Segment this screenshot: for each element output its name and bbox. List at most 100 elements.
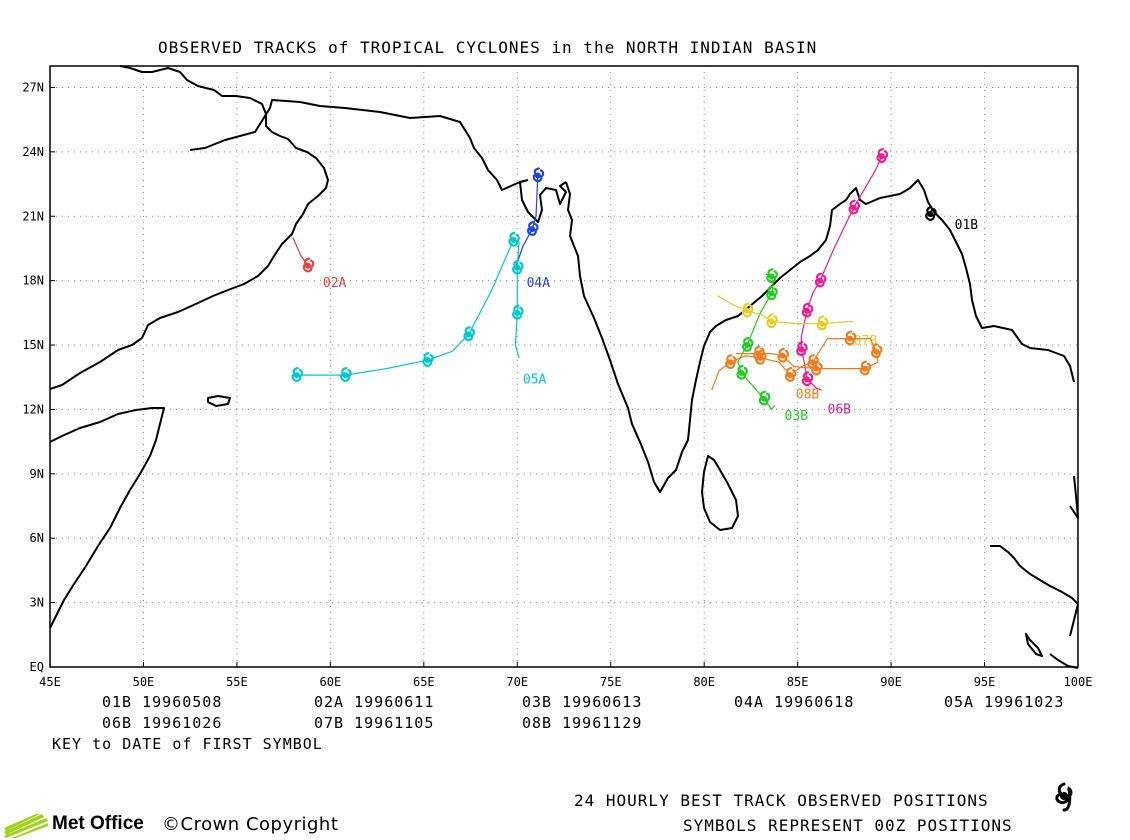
cyclone-position-icon [811, 360, 823, 376]
x-tick-label: 60E [320, 675, 342, 689]
storm-label: 08B [796, 388, 820, 403]
cyclone-position-icon [758, 390, 771, 406]
storm-label: 04A [527, 276, 551, 291]
storm-label: 02A [323, 276, 347, 291]
y-tick-label: 6N [30, 531, 44, 545]
map-title: OBSERVED TRACKS of TROPICAL CYCLONES in … [158, 38, 818, 57]
cyclone-position-icon [422, 351, 434, 367]
cyclone-position-icon [848, 199, 861, 215]
x-tick-label: 70E [506, 675, 528, 689]
y-tick-label: 3N [30, 596, 44, 610]
x-tick-label: 80E [693, 675, 715, 689]
coastline-arabia [49, 65, 329, 390]
coastline-persia [189, 99, 529, 191]
cyclone-position-icon [340, 366, 352, 382]
key-entry: 06B 19961026 [102, 714, 223, 732]
cyclone-position-icon [766, 268, 778, 284]
met-office-logo: Met Office [2, 812, 152, 840]
track-line [296, 239, 520, 376]
key-entry: 01B 19960508 [102, 693, 223, 711]
cyclone-position-icon [291, 366, 304, 382]
cyclone-position-icon [741, 336, 754, 352]
y-tick-label: 18N [22, 274, 44, 288]
track-line [717, 295, 854, 325]
key-entry: 02A 19960611 [314, 693, 435, 711]
x-tick-label: 50E [133, 675, 155, 689]
cyclone-position-icon [512, 304, 524, 320]
cyclone-position-icon [753, 345, 765, 361]
storm-label: 03B [785, 409, 809, 424]
y-tick-label: 24N [22, 145, 44, 159]
cyclone-position-icon [527, 221, 539, 236]
storm-label: 05A [523, 373, 547, 388]
storm-track-05A: 05A [291, 231, 547, 388]
cyclone-position-icon [736, 364, 748, 380]
key-caption: KEY to DATE of FIRST SYMBOL [52, 735, 323, 753]
coastline-sumatra-south [1049, 653, 1079, 669]
y-tick-label: 27N [22, 80, 44, 94]
key-entry: 08B 19961129 [522, 714, 643, 732]
storm-label: 01B [955, 218, 979, 233]
x-tick-label: 45E [39, 675, 61, 689]
key-entry: 05A 19961023 [944, 693, 1065, 711]
storm-track-02A: 02A [292, 237, 347, 291]
storm-tracks: 01B 02A 03B 04A 05A 06B 07B 08B [291, 148, 979, 424]
coastline-socotra [207, 395, 231, 407]
axis-ticks: 45E 50E 55E 60E 65E 70E 75E 80E 85E 90E 95E 100E EQ 3… [22, 80, 1092, 689]
coastline-malay [990, 545, 1079, 605]
y-tick-label: 21N [22, 209, 44, 223]
cyclone-position-icon [766, 313, 778, 329]
x-tick-label: 65E [413, 675, 435, 689]
cyclone-position-icon [725, 354, 737, 369]
storm-track-08B: 08B [711, 330, 883, 403]
cyclone-position-icon [302, 257, 315, 273]
cyclone-position-icon [777, 347, 790, 363]
cyclone-position-icon [766, 285, 778, 301]
x-tick-label: 100E [1064, 675, 1093, 689]
cyclone-position-icon [532, 167, 545, 183]
storm-label: 07B [854, 334, 878, 349]
cyclone-position-icon [741, 302, 754, 318]
cyclone-position-icon [859, 360, 872, 376]
cyclone-position-icon [512, 259, 524, 275]
x-tick-label: 75E [600, 675, 622, 689]
storm-label: 06B [828, 403, 852, 418]
cyclone-position-icon [801, 371, 814, 387]
cyclone-position-icon [801, 302, 814, 318]
cyclone-position-icon [870, 343, 883, 359]
coastline-africa-horn [49, 407, 165, 629]
cyclone-position-icon [508, 231, 520, 247]
x-tick-label: 85E [787, 675, 809, 689]
key-entry: 04A 19960618 [734, 693, 855, 711]
legend-line-2: SYMBOLS REPRESENT 00Z POSITIONS [683, 816, 1013, 835]
legend-line-1: 24 HOURLY BEST TRACK OBSERVED POSITIONS [574, 791, 989, 810]
storm-track-06B: 06B [796, 148, 889, 418]
tropical-cyclone-symbol-icon [1055, 782, 1073, 812]
coastline-gujarat [519, 181, 567, 223]
track-line [711, 338, 879, 391]
y-tick-label: 12N [22, 402, 44, 416]
cyclone-position-icon [816, 315, 829, 331]
coastline-sri-lanka [701, 455, 739, 531]
coastline-layer [49, 65, 1079, 669]
x-tick-label: 90E [880, 675, 902, 689]
cyclone-position-icon [876, 148, 889, 163]
storm-track-04A: 04A [514, 167, 551, 291]
map-frame [49, 65, 1079, 668]
y-tick-label: 15N [22, 338, 44, 352]
x-tick-label: 95E [974, 675, 996, 689]
grid-lines [50, 66, 1078, 667]
key-entry: 07B 19961105 [314, 714, 435, 732]
cyclone-position-icon [796, 341, 808, 357]
storm-track-01B: 01B [925, 206, 979, 233]
y-tick-label: EQ [30, 660, 44, 674]
coastline-andaman [1069, 475, 1079, 519]
cyclone-position-icon [844, 330, 857, 346]
y-tick-label: 9N [30, 467, 44, 481]
x-tick-label: 55E [226, 675, 248, 689]
met-office-stripes-icon [4, 814, 48, 838]
key-entry: 03B 19960613 [522, 693, 643, 711]
copyright-text: ©Crown Copyright [162, 814, 339, 835]
coastline-india [565, 179, 1075, 493]
